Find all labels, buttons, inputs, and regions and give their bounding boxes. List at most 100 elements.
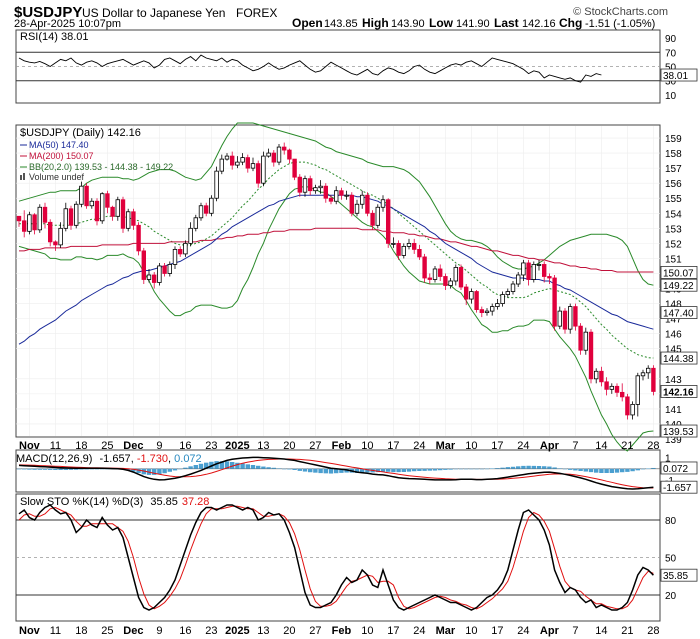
sto-y-tick: 80 bbox=[665, 516, 677, 527]
candle-body bbox=[406, 242, 412, 247]
price-legend: $USDJPY (Daily) 142.16 MA(50) 147.40 MA(… bbox=[20, 127, 173, 182]
price-x-label: 14 bbox=[595, 440, 607, 452]
macd-hist-bar bbox=[198, 463, 204, 469]
candle-body bbox=[599, 370, 604, 383]
macd-hist-bar bbox=[479, 468, 484, 470]
candle-body bbox=[255, 163, 261, 184]
candle-body bbox=[646, 367, 651, 374]
macd-legend-signal: -1.730 bbox=[137, 453, 168, 465]
volume-legend-swatch-2 bbox=[23, 173, 25, 180]
price-y-tick: 148 bbox=[665, 300, 682, 311]
macd-hist-bar bbox=[526, 465, 531, 469]
price-x-label: 25 bbox=[101, 440, 113, 452]
candle-body bbox=[333, 190, 339, 202]
candle-body bbox=[21, 220, 27, 232]
macd-hist-bar bbox=[16, 468, 22, 470]
description: US Dollar to Japanese Yen bbox=[82, 6, 225, 20]
macd-panel-frame bbox=[15, 449, 661, 493]
macd-hist-bar bbox=[183, 467, 188, 469]
macd-hist-bar bbox=[568, 468, 573, 470]
candle-body bbox=[131, 211, 136, 226]
candle-body bbox=[521, 262, 526, 276]
high-value: 143.90 bbox=[391, 18, 425, 30]
sto-legend-prefix: Slow STO %K(14) %D(3) bbox=[20, 496, 143, 508]
candle-body bbox=[588, 331, 594, 380]
macd-hist-bar bbox=[646, 468, 651, 470]
price-y-tick: 151 bbox=[665, 254, 682, 265]
price-x-label: 10 bbox=[465, 440, 477, 452]
macd-hist-bar bbox=[594, 468, 599, 473]
sto-x-label: 20 bbox=[283, 625, 295, 637]
price-x-label: 11 bbox=[50, 440, 61, 452]
candle-body bbox=[427, 277, 432, 280]
candle-body bbox=[105, 193, 110, 208]
macd-hist-bar bbox=[250, 465, 256, 469]
macd-hist-bar bbox=[328, 468, 334, 474]
candle-body bbox=[344, 194, 349, 197]
candle-body bbox=[193, 217, 198, 229]
rsi-y-tick: 70 bbox=[665, 48, 677, 59]
candle-body bbox=[375, 206, 380, 226]
candle-body bbox=[214, 170, 219, 199]
sto-x-label: 14 bbox=[595, 625, 607, 637]
macd-tag-box bbox=[660, 461, 698, 475]
candle-body bbox=[474, 291, 479, 310]
macd-hist-bar bbox=[614, 468, 620, 473]
macd-hist-bar bbox=[484, 468, 490, 470]
candle-body bbox=[411, 242, 417, 250]
sto-x-label: 16 bbox=[179, 625, 191, 637]
macd-hist-bar bbox=[230, 462, 235, 469]
price-x-label: 27 bbox=[309, 440, 321, 452]
candle-body bbox=[318, 185, 323, 189]
macd-hist-bar bbox=[588, 468, 594, 473]
price-x-label: 23 bbox=[205, 440, 217, 452]
sto-legend-d: 37.28 bbox=[182, 496, 210, 508]
macd-hist-bar bbox=[261, 466, 266, 469]
sto-x-label: 17 bbox=[491, 625, 503, 637]
candle-body bbox=[401, 245, 406, 256]
candle-body bbox=[48, 221, 53, 243]
macd-hist-bar bbox=[167, 468, 172, 472]
exchange: FOREX bbox=[236, 6, 277, 20]
candle-body bbox=[16, 215, 22, 222]
price-y-tick: 152 bbox=[665, 239, 682, 250]
price-y-tick: 145 bbox=[665, 345, 682, 356]
rsi-y-tick: 10 bbox=[665, 91, 677, 102]
macd-hist-bar bbox=[464, 468, 469, 470]
macd-hist-bar bbox=[235, 462, 240, 469]
price-tag-box bbox=[660, 351, 698, 365]
candle-body bbox=[162, 265, 167, 274]
candle-body bbox=[141, 250, 146, 280]
rsi-last-tag: 38.01 bbox=[663, 71, 688, 82]
candle-body bbox=[203, 205, 209, 214]
candle-body bbox=[120, 199, 126, 229]
candle-body bbox=[578, 325, 583, 351]
candle-body bbox=[614, 385, 620, 393]
macd-hist-bar bbox=[578, 468, 583, 471]
macd-hist-bar bbox=[48, 468, 53, 470]
macd-legend-prefix: MACD(12,26,9) bbox=[16, 453, 92, 465]
macd-hist-bar bbox=[339, 468, 344, 473]
candle-body bbox=[297, 176, 302, 193]
candle-body bbox=[302, 178, 308, 193]
bb-legend: BB(20,2.0) 139.53 - 144.38 - 149.22 bbox=[29, 162, 173, 172]
macd-hist-bar bbox=[323, 468, 328, 474]
sto-x-label: 7 bbox=[572, 625, 578, 637]
macd-hist-bar bbox=[500, 467, 505, 469]
macd-hist-bar bbox=[562, 468, 568, 470]
macd-hist-bar bbox=[396, 468, 401, 473]
macd-y-tick: 1 bbox=[665, 454, 671, 465]
macd-hist-bar bbox=[417, 468, 422, 471]
candle-body bbox=[453, 267, 458, 282]
rsi-last-tag-box bbox=[660, 68, 698, 82]
macd-hist-bar bbox=[609, 468, 614, 473]
candle-body bbox=[172, 248, 178, 265]
price-x-label: Feb bbox=[332, 440, 352, 452]
price-x-label: 17 bbox=[387, 440, 399, 452]
candle-body bbox=[458, 267, 464, 288]
candle-body bbox=[58, 227, 63, 246]
low-label: Low bbox=[429, 16, 454, 30]
svg-text:MACD(12,26,9) -1.657,: MACD(12,26,9) -1.657, -1.730, 0.072 bbox=[16, 453, 202, 465]
sto-x-label: 24 bbox=[413, 625, 425, 637]
